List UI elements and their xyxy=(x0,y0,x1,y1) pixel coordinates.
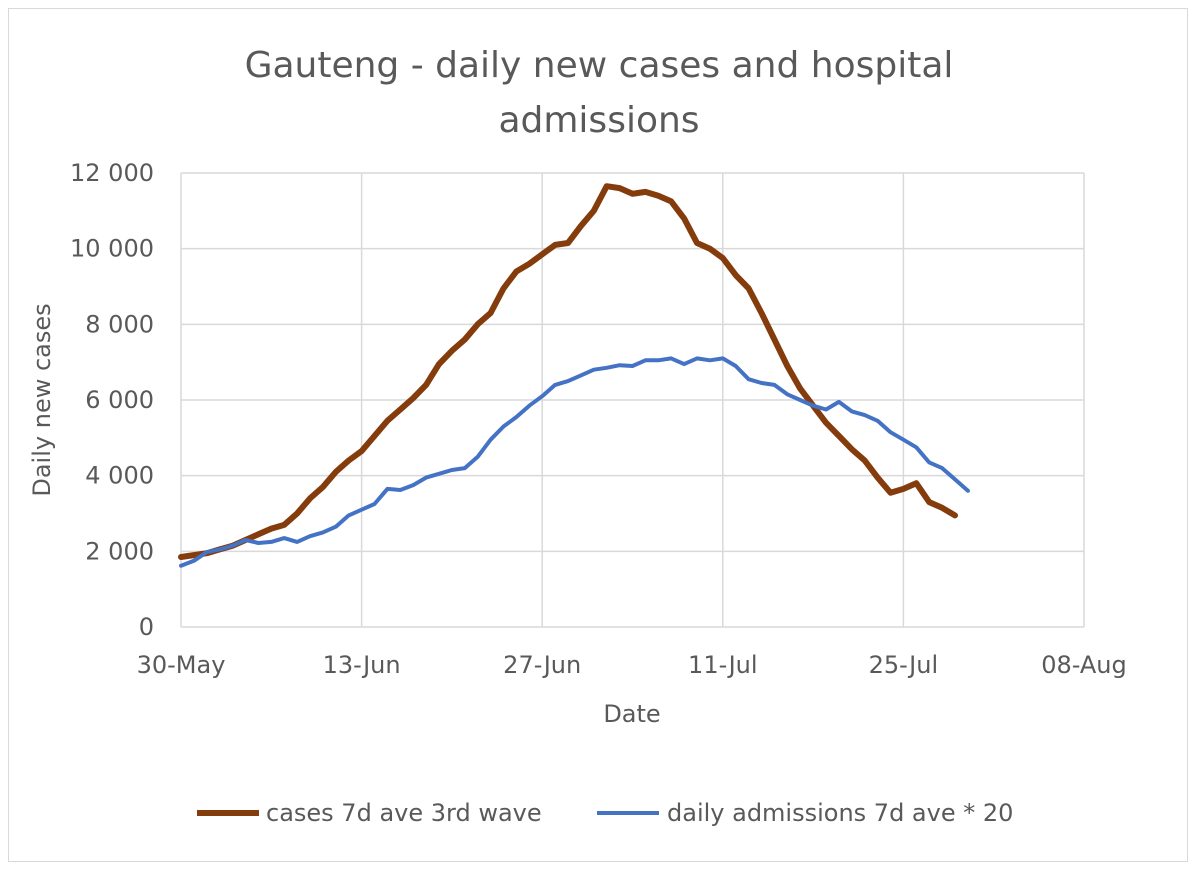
y-tick-label: 8 000 xyxy=(85,310,154,338)
legend-label-1: cases 7d ave 3rd wave xyxy=(266,799,542,827)
x-tick-label: 30-May xyxy=(137,651,226,679)
x-tick-label: 13-Jun xyxy=(323,651,401,679)
chart-title-line-2: admissions xyxy=(498,100,699,141)
y-tick-label: 0 xyxy=(139,613,154,641)
series-line-1 xyxy=(178,183,958,560)
x-tick-label: 08-Aug xyxy=(1041,651,1127,679)
chart-title-line-1: Gauteng - daily new cases and hospital xyxy=(245,45,954,86)
y-tick-label: 10 000 xyxy=(70,235,154,263)
x-axis-title: Date xyxy=(603,700,660,728)
x-tick-label: 27-Jun xyxy=(503,651,581,679)
y-tick-label: 12 000 xyxy=(70,159,154,187)
y-tick-label: 4 000 xyxy=(85,462,154,490)
x-tick-label: 11-Jul xyxy=(688,651,758,679)
legend-label-2: daily admissions 7d ave * 20 xyxy=(667,799,1013,827)
x-tick-label: 25-Jul xyxy=(869,651,939,679)
series-line-2 xyxy=(179,356,970,568)
chart-frame xyxy=(8,8,1188,862)
y-tick-label: 2 000 xyxy=(85,537,154,565)
y-tick-label: 6 000 xyxy=(85,386,154,414)
y-axis-title: Daily new cases xyxy=(28,303,56,496)
